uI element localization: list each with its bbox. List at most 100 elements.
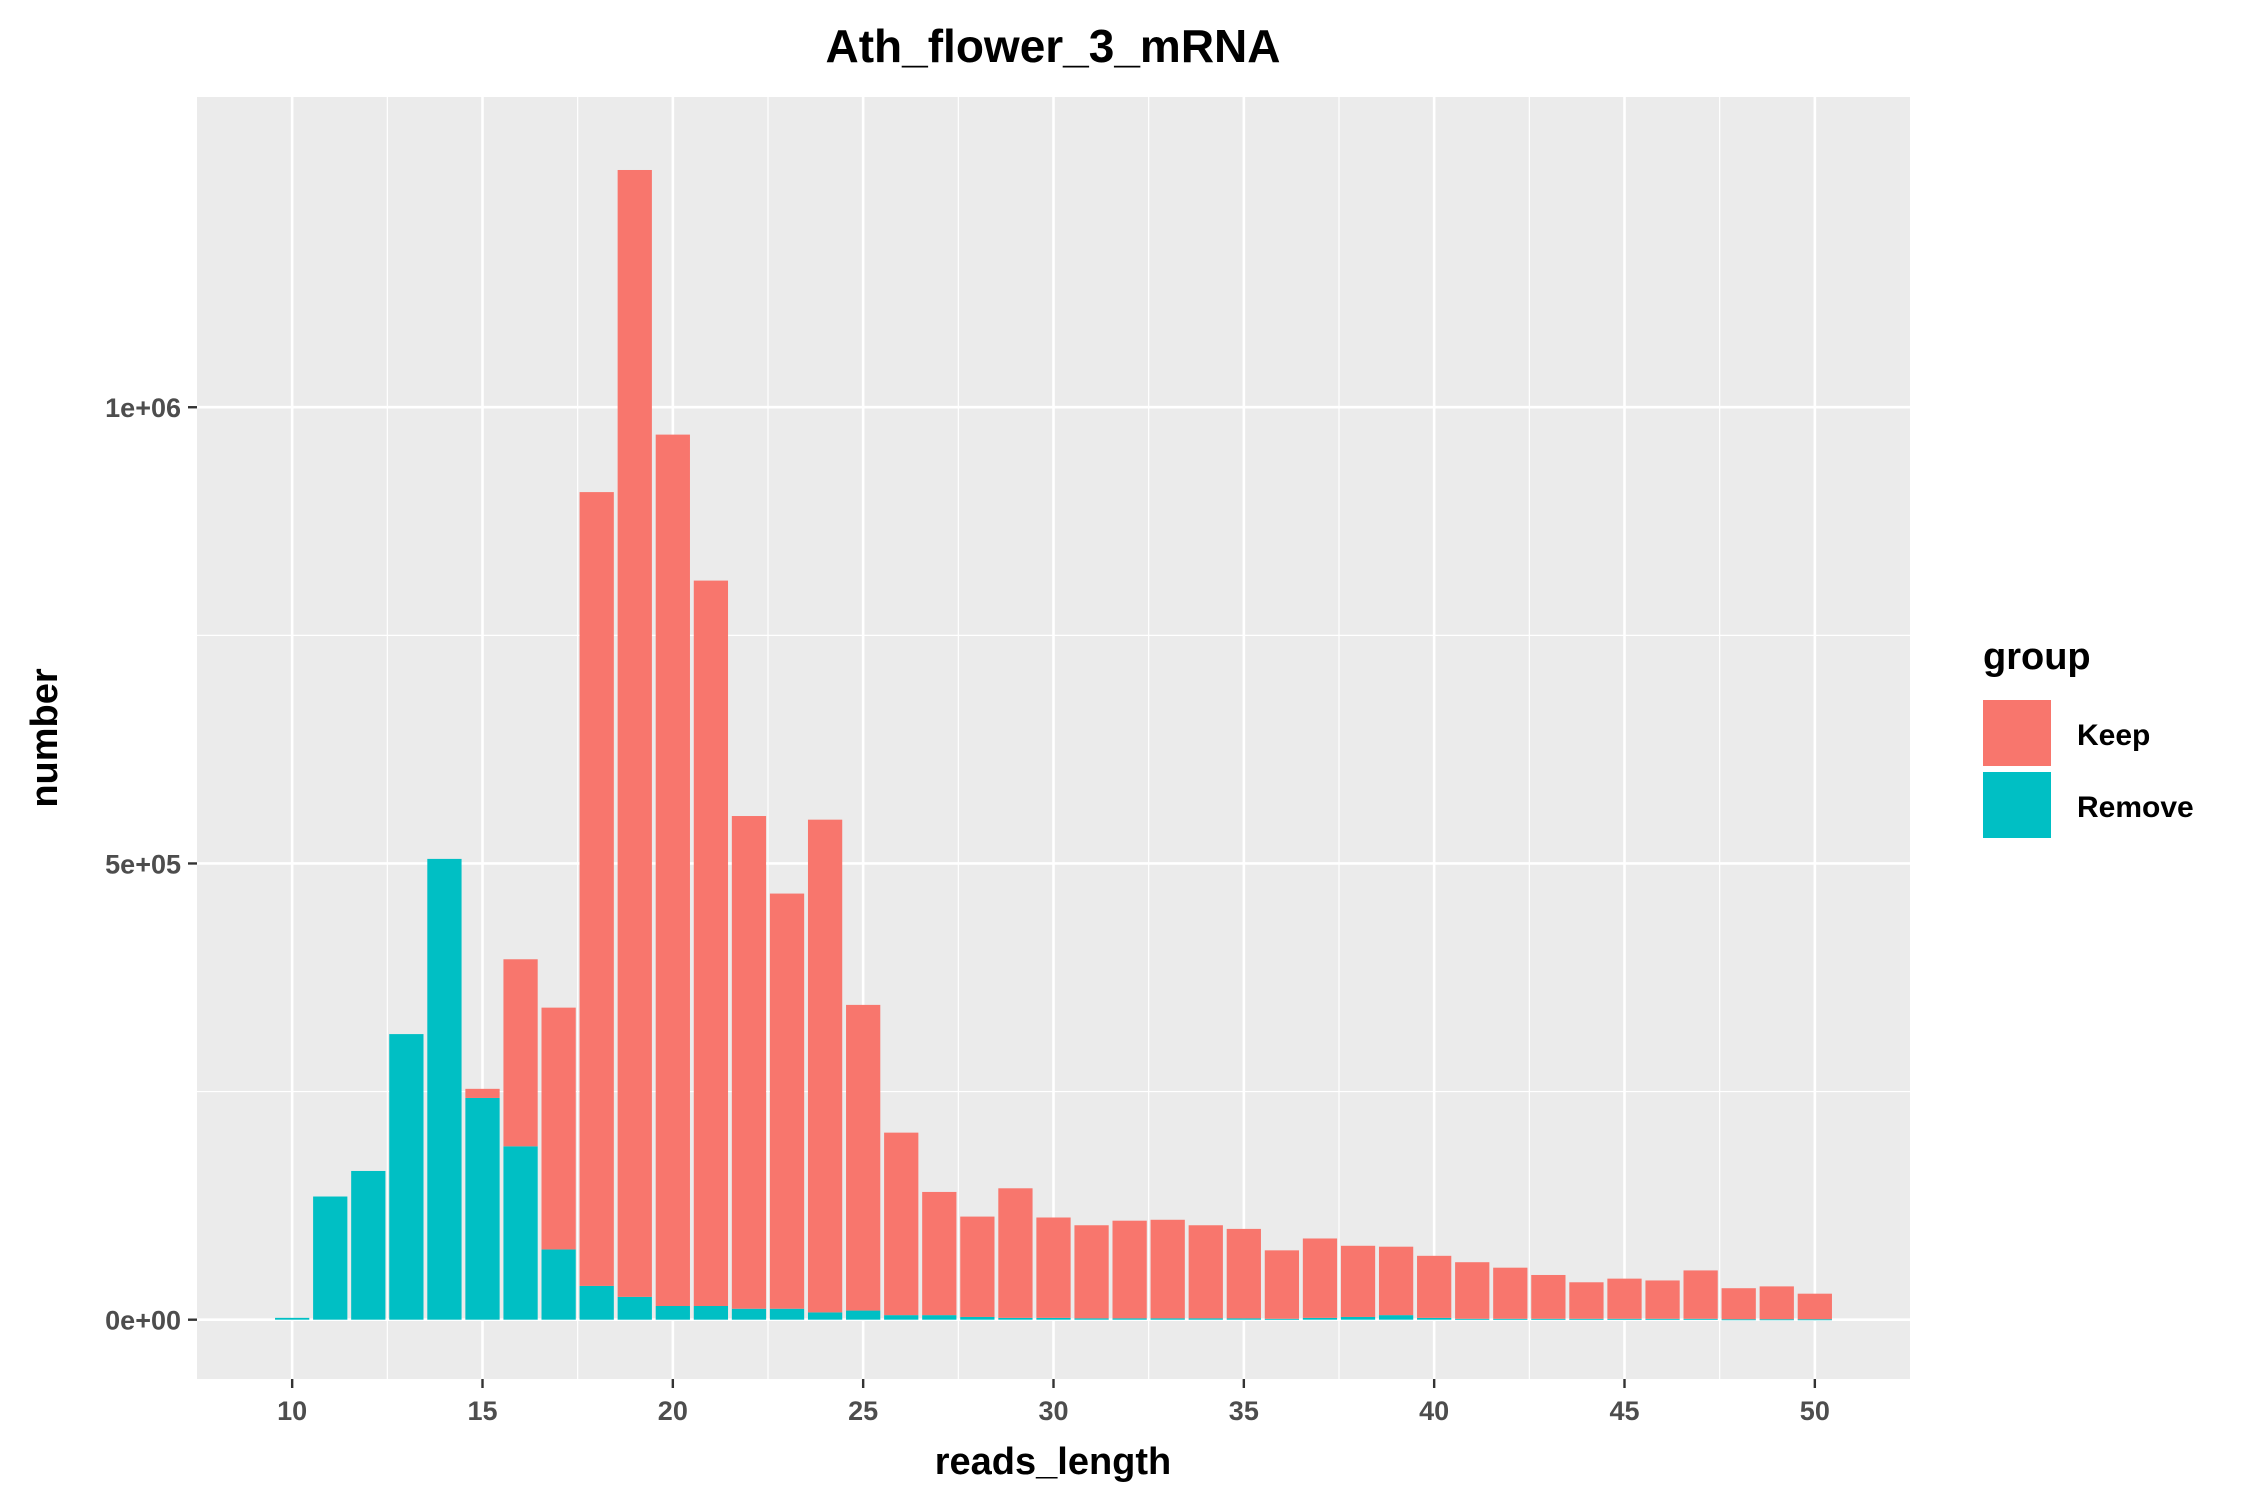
bar-remove-19 <box>617 1296 652 1320</box>
bar-remove-11 <box>313 1196 348 1320</box>
legend: group Keep Remove <box>1983 636 2194 838</box>
bar-keep-18 <box>579 492 614 1286</box>
bar-remove-40 <box>1417 1317 1452 1320</box>
bar-keep-23 <box>769 893 805 1309</box>
y-axis-label: number <box>24 668 66 808</box>
bar-remove-34 <box>1188 1318 1223 1320</box>
bar-keep-47 <box>1683 1270 1718 1319</box>
bar-remove-21 <box>693 1306 729 1320</box>
bar-remove-15 <box>465 1097 500 1320</box>
bar-remove-18 <box>579 1285 614 1320</box>
bar-remove-27 <box>922 1315 957 1320</box>
bar-remove-37 <box>1302 1317 1338 1320</box>
bar-keep-27 <box>922 1191 957 1316</box>
bar-keep-37 <box>1302 1238 1338 1318</box>
x-axis-label: reads_length <box>935 1441 1172 1483</box>
bar-remove-30 <box>1036 1317 1071 1320</box>
bar-keep-20 <box>655 434 690 1307</box>
bar-remove-26 <box>884 1315 919 1320</box>
bar-keep-44 <box>1569 1282 1604 1319</box>
bar-keep-34 <box>1188 1225 1223 1319</box>
bar-keep-45 <box>1607 1278 1642 1319</box>
bar-keep-22 <box>731 816 767 1309</box>
x-tick-label: 20 <box>658 1396 688 1426</box>
x-tick-label: 25 <box>848 1396 878 1426</box>
bar-keep-16 <box>503 959 538 1147</box>
bar-keep-39 <box>1378 1246 1414 1316</box>
bar-keep-30 <box>1036 1217 1071 1318</box>
bar-keep-43 <box>1531 1274 1566 1319</box>
bar-keep-21 <box>693 580 729 1307</box>
bar-keep-38 <box>1340 1245 1376 1317</box>
series-keep-bars <box>465 169 1832 1320</box>
bar-remove-28 <box>960 1316 995 1320</box>
x-tick-label: 45 <box>1609 1396 1639 1426</box>
bar-keep-19 <box>617 169 652 1297</box>
bar-remove-20 <box>655 1306 690 1320</box>
x-tick-label: 35 <box>1229 1396 1259 1426</box>
bar-remove-46 <box>1645 1318 1680 1320</box>
x-tick-label: 40 <box>1419 1396 1449 1426</box>
bar-remove-36 <box>1264 1318 1300 1320</box>
bar-keep-40 <box>1417 1255 1452 1318</box>
bar-remove-33 <box>1150 1318 1185 1320</box>
y-axis: 0e+00 5e+05 1e+06 <box>105 393 197 1336</box>
legend-key-keep <box>1983 700 2051 766</box>
bar-remove-44 <box>1569 1318 1604 1320</box>
legend-key-remove <box>1983 772 2051 838</box>
bar-keep-25 <box>846 1004 881 1311</box>
x-tick-label: 50 <box>1800 1396 1830 1426</box>
y-tick-label: 0e+00 <box>105 1306 181 1336</box>
bar-keep-24 <box>807 819 843 1313</box>
bar-remove-49 <box>1759 1319 1794 1321</box>
x-tick-label: 15 <box>467 1396 497 1426</box>
legend-label-remove: Remove <box>2077 791 2194 824</box>
bar-remove-24 <box>807 1312 843 1320</box>
bar-keep-35 <box>1226 1228 1261 1319</box>
bar-keep-46 <box>1645 1280 1680 1319</box>
bar-keep-28 <box>960 1216 995 1317</box>
bar-keep-15 <box>465 1088 500 1098</box>
bar-remove-23 <box>769 1308 805 1320</box>
bar-keep-42 <box>1493 1267 1528 1319</box>
bar-remove-39 <box>1378 1315 1414 1320</box>
bar-keep-48 <box>1721 1288 1756 1320</box>
bar-remove-10 <box>275 1317 310 1320</box>
y-tick-label: 5e+05 <box>105 849 181 879</box>
chart-title: Ath_flower_3_mRNA <box>826 20 1281 72</box>
legend-title: group <box>1983 636 2091 678</box>
bar-remove-41 <box>1455 1318 1490 1320</box>
bar-remove-45 <box>1607 1318 1642 1320</box>
bar-remove-16 <box>503 1146 538 1320</box>
y-tick-label: 1e+06 <box>105 393 181 423</box>
bar-remove-22 <box>731 1308 767 1320</box>
bar-keep-33 <box>1150 1219 1185 1319</box>
bar-remove-29 <box>998 1317 1033 1320</box>
bar-remove-43 <box>1531 1318 1566 1320</box>
x-tick-label: 10 <box>277 1396 307 1426</box>
bar-remove-17 <box>541 1249 576 1320</box>
bar-keep-50 <box>1797 1293 1832 1320</box>
bar-remove-31 <box>1074 1318 1109 1320</box>
bar-keep-31 <box>1074 1225 1109 1319</box>
bar-remove-13 <box>389 1034 424 1320</box>
bar-remove-42 <box>1493 1318 1528 1320</box>
bar-remove-35 <box>1226 1318 1261 1320</box>
x-tick-label: 30 <box>1038 1396 1068 1426</box>
bar-remove-38 <box>1340 1316 1376 1320</box>
bar-remove-12 <box>351 1170 386 1320</box>
bar-remove-32 <box>1112 1318 1147 1320</box>
bar-remove-47 <box>1683 1318 1718 1320</box>
bar-keep-17 <box>541 1007 576 1250</box>
bar-remove-50 <box>1797 1319 1832 1321</box>
bar-keep-36 <box>1264 1250 1300 1319</box>
bar-remove-48 <box>1721 1319 1756 1321</box>
bar-remove-25 <box>846 1310 881 1320</box>
legend-label-keep: Keep <box>2077 719 2150 752</box>
series-remove-bars <box>275 858 1832 1321</box>
x-axis: 10 15 20 25 30 35 40 45 50 <box>277 1379 1830 1426</box>
bar-keep-26 <box>884 1132 919 1316</box>
bar-keep-49 <box>1759 1286 1794 1320</box>
bar-remove-14 <box>427 858 462 1320</box>
